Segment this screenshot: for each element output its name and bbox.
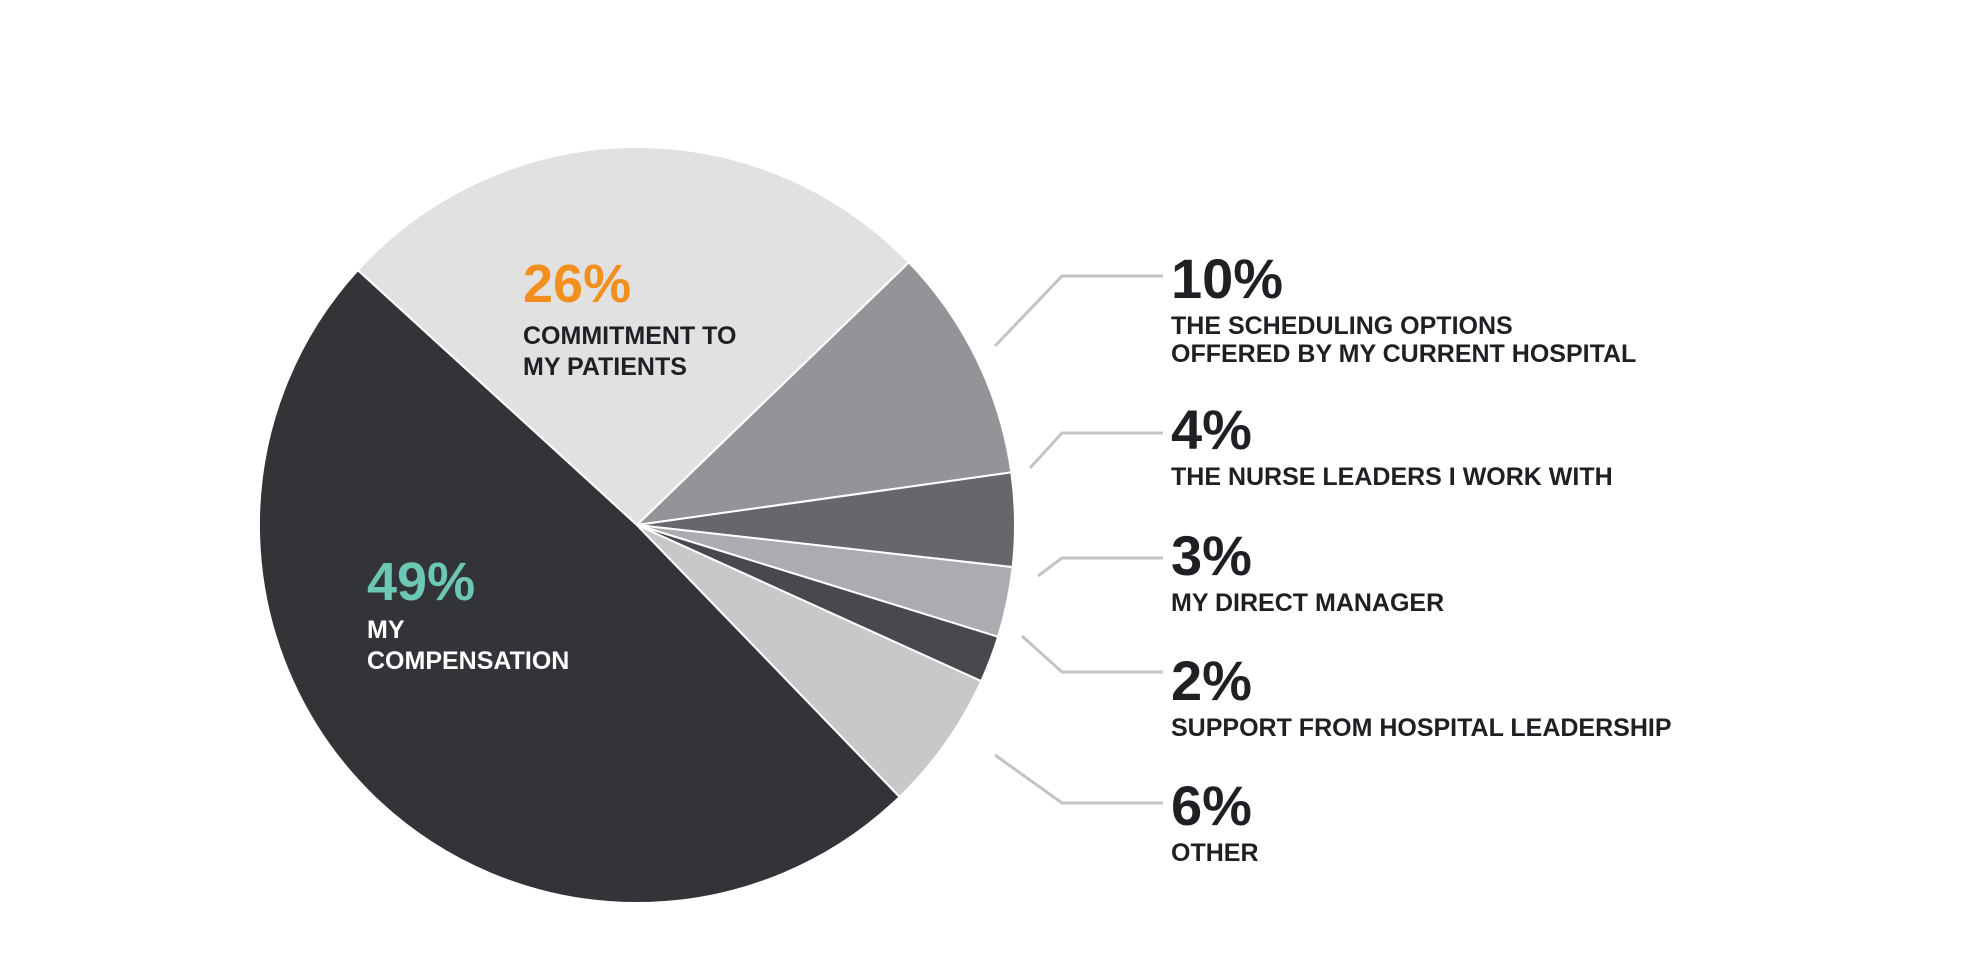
leader-line-the-nurse-leaders-i-work-with xyxy=(1028,431,1163,470)
leader-line-the-scheduling-options-offered-by-my-current-hospital xyxy=(993,274,1163,348)
data-label-text: COMMITMENT TO xyxy=(523,322,736,350)
data-label-text: MY xyxy=(367,616,405,644)
pie-slice-my-compensation xyxy=(257,269,901,905)
slice-labels: 49% MY COMPENSATION 26% COMMITMENT TO MY PATI… xyxy=(367,247,1672,867)
data-label-value: 26% xyxy=(523,254,631,314)
leader-line-support-from-hospital-leadership xyxy=(1020,634,1163,674)
leader-line-my-direct-manager xyxy=(1037,556,1163,578)
slice-label-my-direct-manager: 3%MY DIRECT MANAGER xyxy=(1171,524,1444,617)
data-label-value: 10% xyxy=(1171,247,1283,310)
pie-slices xyxy=(257,146,1016,905)
data-label-value: 3% xyxy=(1171,524,1252,587)
data-label-text: THE NURSE LEADERS I WORK WITH xyxy=(1171,463,1613,491)
slice-label-other: 6%OTHER xyxy=(1171,774,1259,867)
pie-slice-commitment-to-my-patients xyxy=(356,146,910,526)
leader-line-other xyxy=(994,753,1163,805)
data-label-text: OFFERED BY MY CURRENT HOSPITAL xyxy=(1171,340,1636,368)
slice-label-commitment-to-my-patients: 26% COMMITMENT TO MY PATIENTS xyxy=(523,254,736,381)
data-label-value: 49% xyxy=(367,552,475,612)
leader-lines xyxy=(993,274,1163,805)
data-label-text: SUPPORT FROM HOSPITAL LEADERSHIP xyxy=(1171,714,1672,742)
pie-slice-the-scheduling-options-offered-by-my-current-hospital xyxy=(636,261,1013,526)
data-label-value: 2% xyxy=(1171,649,1252,712)
slice-label-support-from-hospital-leadership: 2%SUPPORT FROM HOSPITAL LEADERSHIP xyxy=(1171,649,1672,742)
pie-slice-other xyxy=(636,524,983,798)
data-label-value: 4% xyxy=(1171,398,1252,461)
data-label-text: OTHER xyxy=(1171,839,1259,867)
data-label-text: THE SCHEDULING OPTIONS xyxy=(1171,312,1513,340)
data-label-value: 6% xyxy=(1171,774,1252,837)
slice-label-my-compensation: 49% MY COMPENSATION xyxy=(367,552,569,675)
data-label-text: COMPENSATION xyxy=(367,647,569,675)
slice-label-the-nurse-leaders-i-work-with: 4%THE NURSE LEADERS I WORK WITH xyxy=(1171,398,1613,491)
data-label-text: MY PATIENTS xyxy=(523,353,687,381)
data-label-text: MY DIRECT MANAGER xyxy=(1171,589,1444,617)
